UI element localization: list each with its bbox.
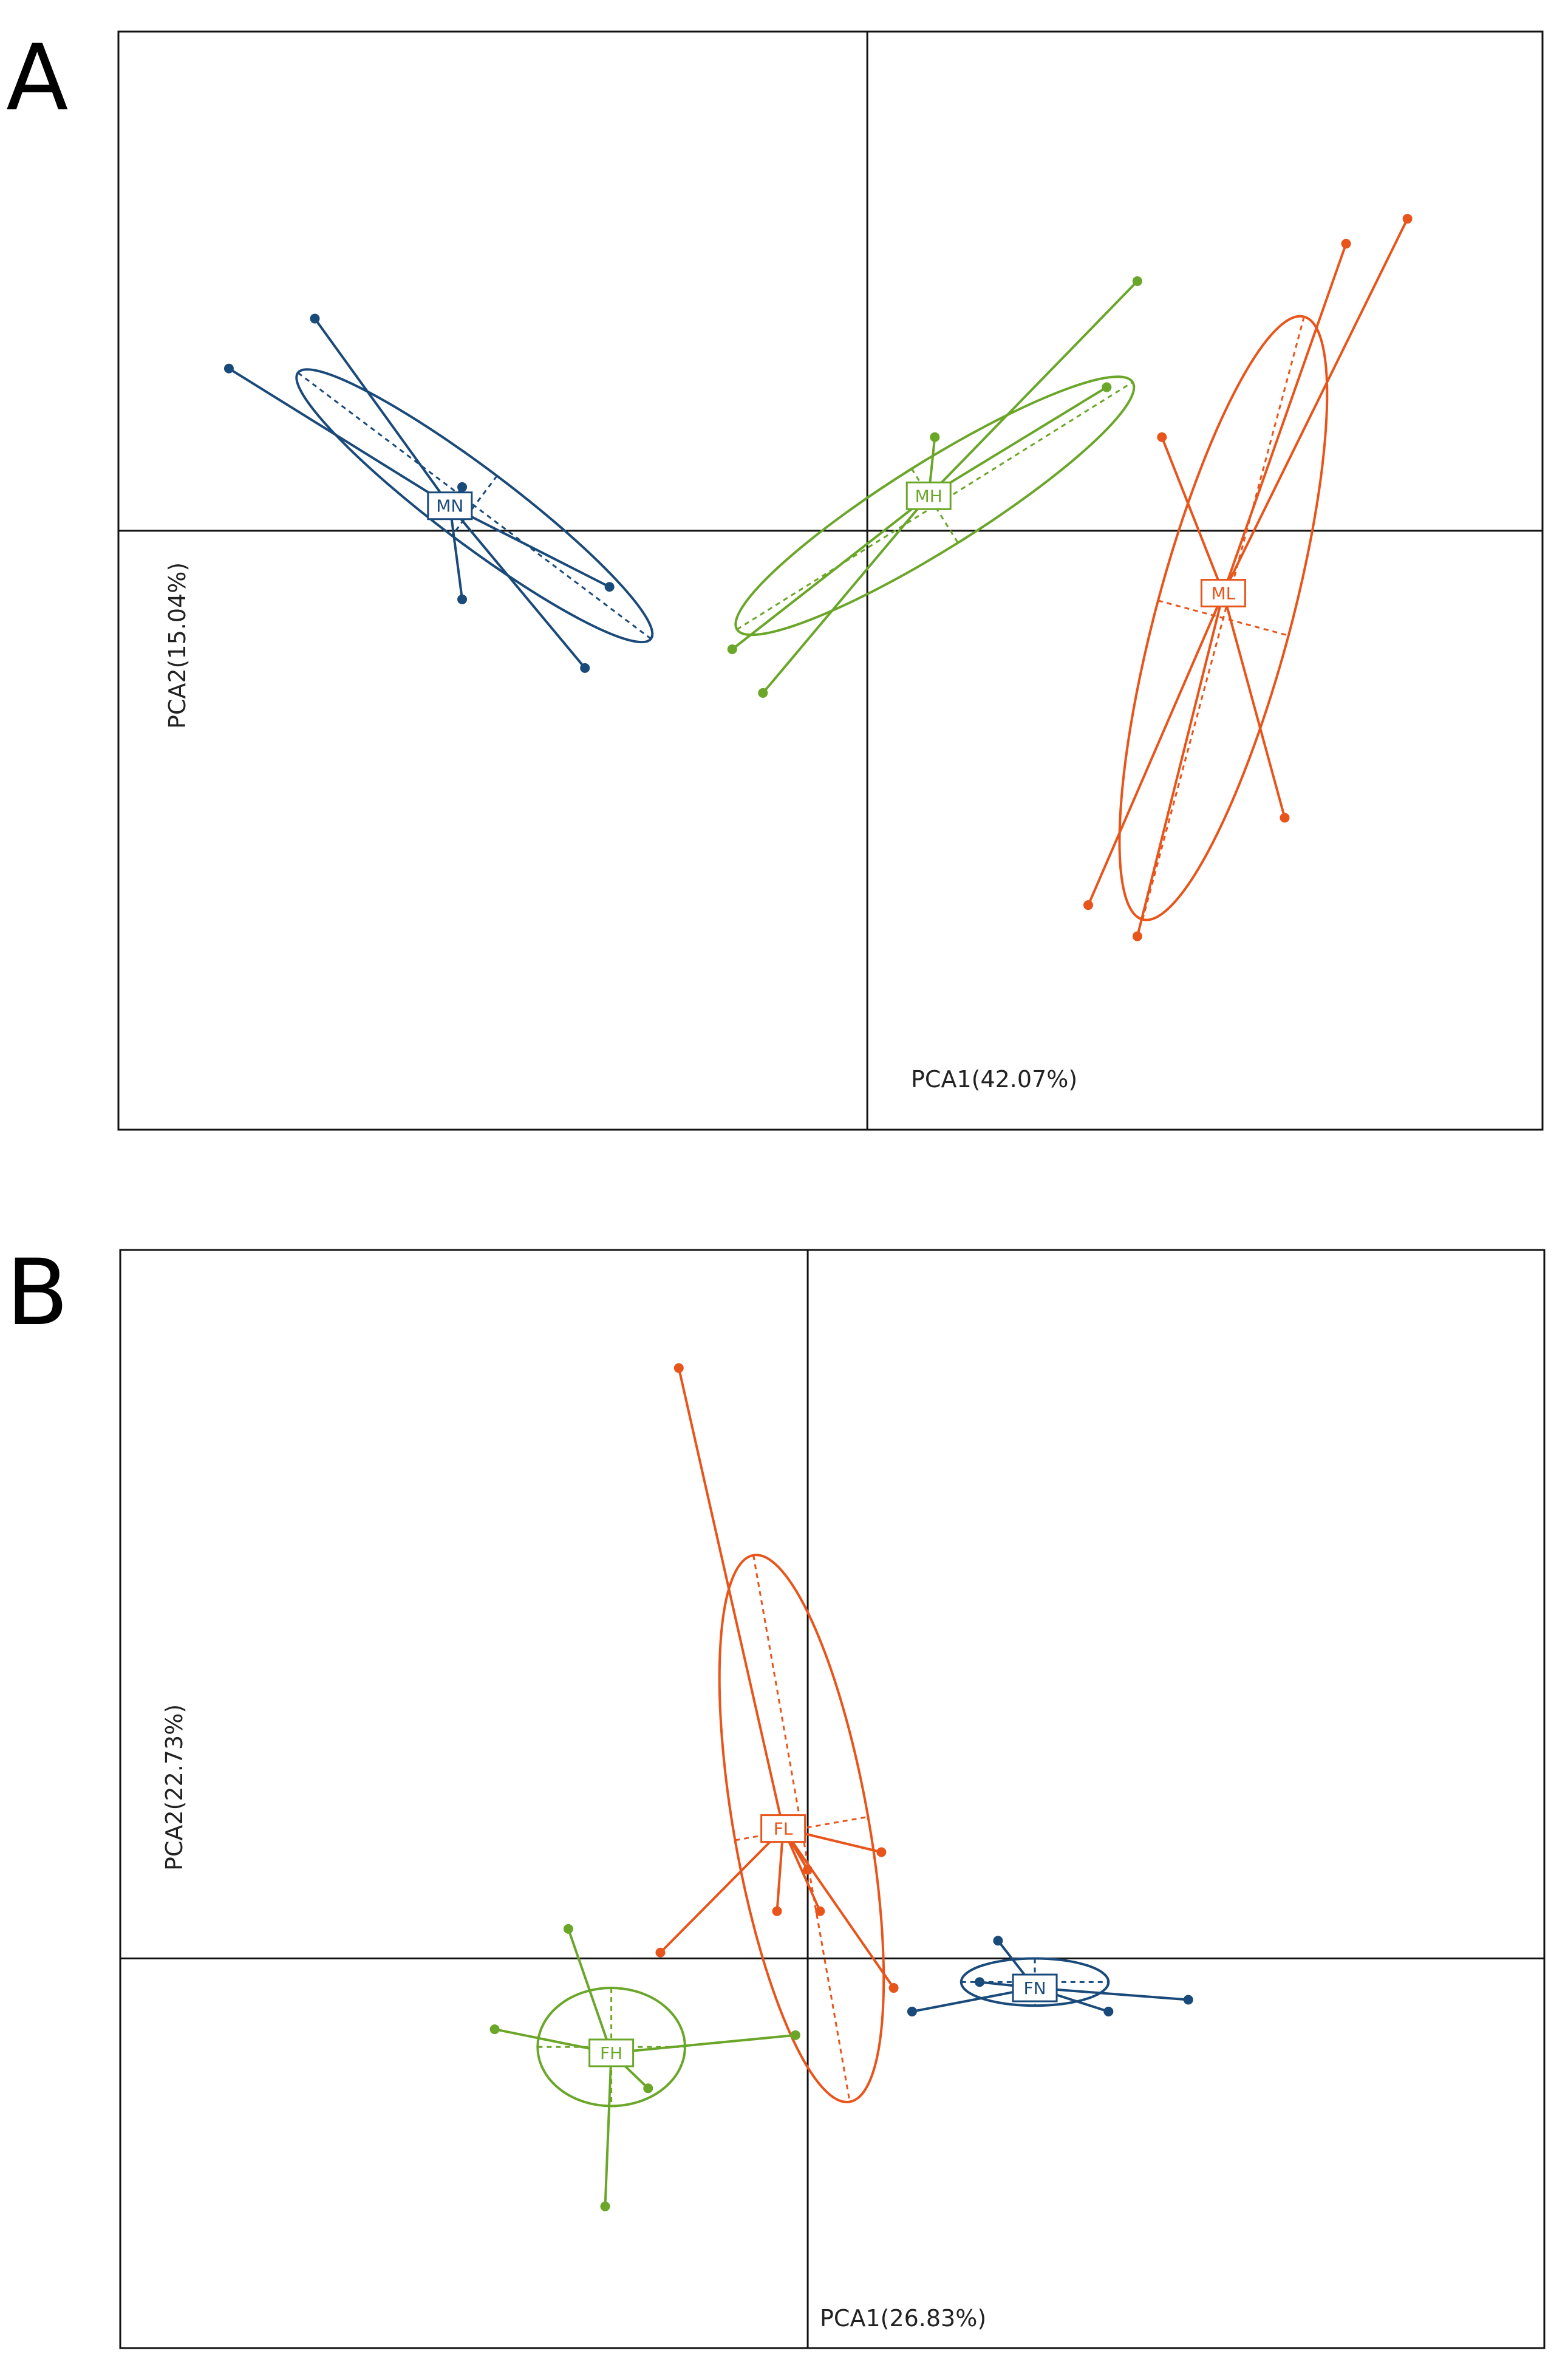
panel-a-ylabel: PCA2(15.04%)	[164, 562, 191, 729]
centroid-box-ml	[1200, 579, 1246, 608]
point-fh	[489, 2024, 500, 2035]
point-mn	[223, 363, 234, 374]
group-label-fh: FH	[600, 2043, 622, 2063]
group-label-mh: MH	[915, 486, 943, 506]
point-fh	[600, 2201, 610, 2211]
centroid-box-fh	[588, 2038, 635, 2067]
point-fh	[790, 2030, 800, 2040]
panel-b-xlabel: PCA1(26.83%)	[820, 2305, 986, 2332]
group-label-fn: FN	[1024, 1978, 1046, 1998]
point-fn	[975, 1977, 985, 1987]
point-fl	[772, 1906, 782, 1916]
ellipse-minor-axis-ml	[1142, 316, 1305, 920]
segment-fh	[611, 2033, 796, 2054]
point-ml	[1341, 239, 1351, 249]
segment-ml	[1222, 243, 1348, 594]
group-label-mn: MN	[436, 496, 463, 516]
segment-fh	[567, 1928, 613, 2053]
point-mn	[604, 582, 615, 592]
point-fl	[655, 1947, 666, 1958]
panel-a-letter: A	[6, 26, 69, 131]
point-fn	[907, 2006, 917, 2016]
point-mh	[758, 688, 768, 698]
point-fl	[673, 1363, 684, 1373]
group-label-fl: FL	[774, 1819, 793, 1839]
panel-a-xlabel: PCA1(42.07%)	[911, 1066, 1077, 1093]
point-mn	[580, 663, 590, 673]
centroid-box-fl	[760, 1814, 806, 1843]
point-fl	[815, 1906, 825, 1916]
panel-a: A MN MH ML PCA1(42.07%) PCA2(15.04%)	[6, 26, 1544, 1131]
group-label-ml: ML	[1212, 584, 1236, 604]
point-mh	[727, 644, 737, 654]
point-ml	[1132, 931, 1142, 941]
point-mh	[1132, 276, 1142, 286]
point-fn	[993, 1936, 1003, 1946]
segment-mh	[762, 495, 930, 694]
point-fn	[1103, 2006, 1114, 2016]
point-ml	[1280, 813, 1290, 823]
panel-b-ylabel: PCA2(22.73%)	[161, 1704, 188, 1871]
point-mn	[310, 313, 320, 324]
segment-ml	[1222, 593, 1286, 818]
segment-ml	[1136, 593, 1225, 937]
segment-mh	[928, 386, 1108, 497]
segment-fl	[677, 1367, 785, 1829]
point-mn	[457, 594, 468, 604]
segment-fl	[782, 1828, 895, 1989]
point-mh	[1102, 382, 1112, 392]
panel-b-frame	[119, 1249, 1546, 2349]
segment-mn	[313, 318, 451, 507]
centroid-box-mh	[905, 481, 952, 510]
point-fn	[1183, 1995, 1193, 2005]
point-ml	[1157, 432, 1167, 442]
panel-b-letter: B	[6, 1240, 69, 1346]
centroid-box-fn	[1012, 1973, 1058, 2002]
segment-mn	[448, 505, 464, 600]
series-mh: MH	[727, 276, 1142, 698]
segment-fn	[1034, 1987, 1188, 2001]
segment-mn	[449, 504, 610, 589]
ellipse-minor-axis-mn	[451, 475, 498, 536]
centroid-box-mn	[427, 491, 473, 521]
segment-fl	[660, 1828, 785, 1954]
point-mh	[930, 432, 940, 442]
panel-b: B FL FH FN PCA1(26.83%) PCA2(22.73%)	[6, 1240, 1546, 2349]
series-mn: MN	[223, 313, 654, 673]
point-fh	[643, 2083, 653, 2094]
series-ml: ML	[1083, 214, 1413, 941]
point-mn	[457, 482, 468, 492]
panel-b-plot-area: FL FH FN	[120, 1250, 1544, 2348]
segment-ml	[1087, 592, 1225, 906]
segment-mn	[449, 505, 586, 669]
series-fl: FL	[655, 1363, 899, 2103]
series-fh: FH	[489, 1924, 800, 2211]
segment-mh	[731, 494, 930, 650]
segment-ml	[1161, 436, 1225, 594]
panel-a-plot-area: MN MH ML	[118, 32, 1542, 1130]
point-fl	[888, 1983, 899, 1993]
point-fh	[563, 1924, 573, 1934]
point-ml	[1083, 900, 1094, 910]
point-fl	[876, 1847, 887, 1857]
series-fn: FN	[907, 1936, 1193, 2016]
point-ml	[1402, 214, 1413, 224]
panel-a-frame	[117, 30, 1544, 1131]
segment-ml	[1222, 218, 1409, 594]
segment-mn	[228, 367, 451, 507]
segment-mh	[927, 280, 1139, 497]
segment-fh	[604, 2052, 613, 2207]
